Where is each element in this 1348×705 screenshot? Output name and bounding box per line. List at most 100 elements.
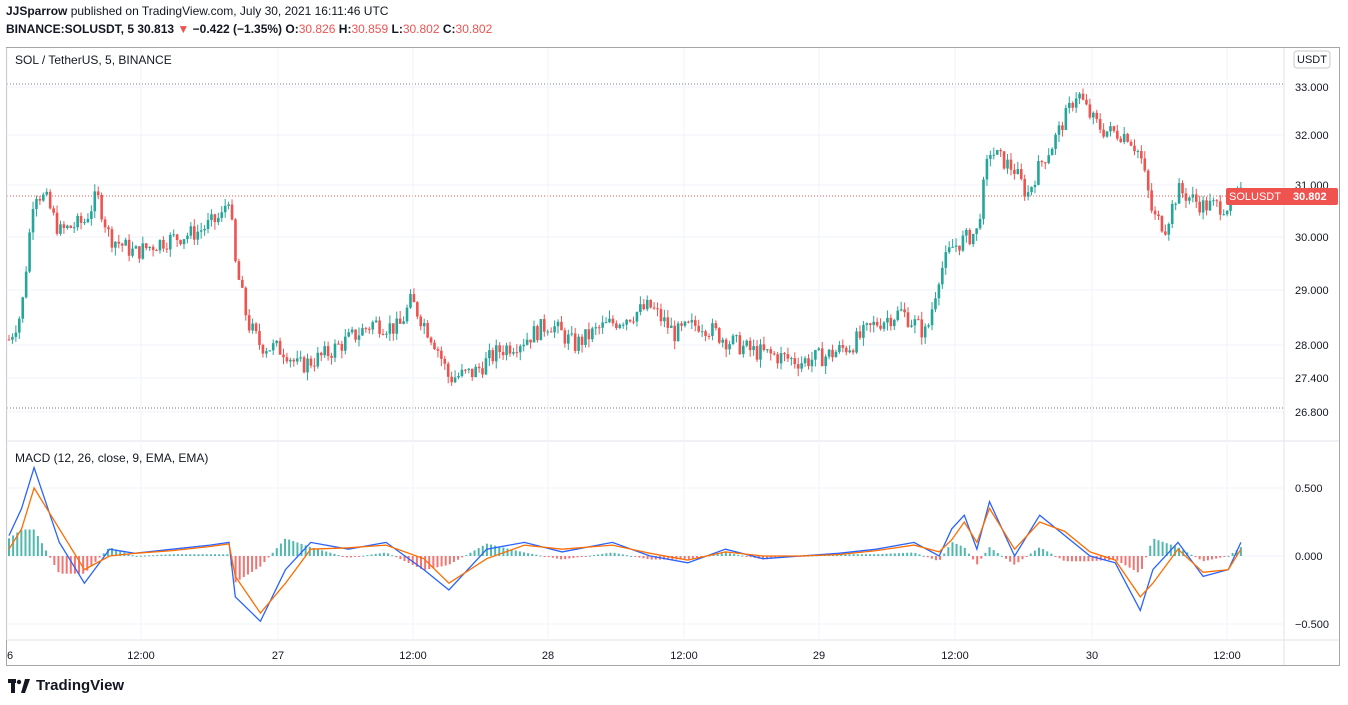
macd-histogram-bar [1042, 549, 1045, 556]
macd-histogram-bar [926, 556, 929, 558]
macd-histogram-bar [724, 552, 727, 556]
candle-body [120, 243, 124, 246]
macd-histogram-bar [700, 556, 703, 558]
last-price-symbol: SOLUSDT [1229, 191, 1281, 203]
macd-histogram-bar [143, 555, 146, 557]
candle-body [680, 323, 683, 326]
macd-histogram-bar [934, 556, 937, 561]
macd-histogram-bar [448, 556, 451, 565]
macd-histogram-bar [1140, 556, 1143, 569]
macd-histogram-bar [316, 549, 319, 556]
price-legend: SOL / TetherUS, 5, BINANCE [15, 53, 172, 67]
candle-body [1019, 169, 1023, 179]
candle-body [385, 333, 388, 335]
candle-body [62, 224, 66, 229]
candle-body [872, 321, 876, 325]
macd-histogram-bar [1062, 556, 1065, 561]
macd-histogram-bar [728, 553, 731, 556]
macd-histogram-bar [242, 556, 245, 578]
macd-histogram-bar [40, 543, 43, 556]
macd-histogram-bar [1206, 556, 1209, 561]
candle-body [330, 355, 333, 358]
candle-body [549, 331, 553, 333]
candle-body [669, 325, 673, 328]
candle-body [632, 321, 635, 323]
candle-body [745, 340, 749, 346]
candle-body [398, 318, 402, 324]
candle-body [1181, 183, 1184, 194]
macd-histogram-bar [642, 556, 645, 559]
price-axis-label: 26.800 [1295, 407, 1329, 419]
macd-histogram-bar [1029, 553, 1032, 556]
macd-histogram-bar [255, 556, 258, 570]
macd-histogram-bar [403, 556, 406, 562]
candle-body [96, 191, 100, 195]
macd-histogram-bar [164, 554, 167, 556]
macd-histogram-bar [885, 553, 888, 556]
candle-body [779, 353, 783, 364]
macd-histogram-bar [1037, 547, 1040, 556]
candle-body [553, 326, 556, 333]
candle-body [247, 315, 251, 331]
macd-histogram-bar [374, 553, 377, 556]
macd-axis-label: −0.500 [1295, 619, 1329, 631]
macd-histogram-bar [102, 553, 105, 556]
candle-body [683, 321, 687, 326]
candle-body [515, 352, 519, 354]
macd-histogram-bar [1070, 556, 1073, 562]
macd-histogram-bar [226, 554, 229, 556]
candle-body [1201, 200, 1205, 213]
candle-body [721, 339, 725, 343]
candle-body [642, 304, 646, 310]
time-axis-label: 12:00 [127, 650, 155, 662]
macd-histogram-bar [741, 555, 744, 557]
candle-body [903, 309, 906, 313]
macd-histogram-bar [288, 539, 291, 556]
macd-histogram-bar [992, 550, 995, 556]
macd-histogram-bar [197, 554, 200, 556]
macd-histogram-bar [284, 538, 287, 556]
macd-histogram-bar [918, 554, 921, 556]
low-label: L: [391, 22, 403, 36]
candle-body [594, 327, 598, 329]
macd-histogram-bar [1182, 550, 1185, 556]
candle-body [464, 369, 467, 371]
candle-body [367, 328, 371, 330]
macd-histogram-bar [139, 555, 142, 557]
candle-body [841, 345, 845, 348]
candle-body [965, 229, 968, 236]
candle-body [1033, 184, 1037, 188]
macd-histogram-bar [617, 553, 620, 556]
macd-histogram-bar [947, 547, 950, 556]
macd-histogram-bar [1066, 556, 1069, 562]
candle-body [1133, 145, 1136, 152]
macd-histogram-bar [667, 556, 670, 560]
candle-body [807, 358, 810, 367]
candle-body [107, 227, 110, 230]
candle-body [978, 218, 982, 229]
macd-histogram-bar [349, 556, 352, 558]
candle-body [546, 331, 550, 333]
candle-body [186, 235, 189, 240]
macd-histogram-bar [127, 553, 130, 556]
macd-histogram-bar [869, 554, 872, 556]
candle-body [608, 318, 611, 323]
tradingview-logo[interactable]: TradingView [8, 677, 124, 694]
candle-body [378, 320, 381, 334]
macd-histogram-bar [193, 554, 196, 556]
candle-body [920, 319, 924, 338]
candle-body [968, 229, 972, 245]
candle-body [522, 344, 526, 347]
macd-histogram-bar [494, 545, 497, 556]
candle-body [494, 345, 498, 362]
candle-body [1126, 133, 1129, 142]
candle-body [52, 208, 55, 213]
macd-histogram-bar [555, 556, 558, 559]
candle-body [580, 336, 584, 345]
last-price: 30.813 [137, 22, 175, 36]
candle-body [35, 199, 38, 210]
currency-badge[interactable] [1293, 50, 1331, 69]
candle-body [731, 335, 735, 345]
macd-histogram-bar [436, 556, 439, 568]
